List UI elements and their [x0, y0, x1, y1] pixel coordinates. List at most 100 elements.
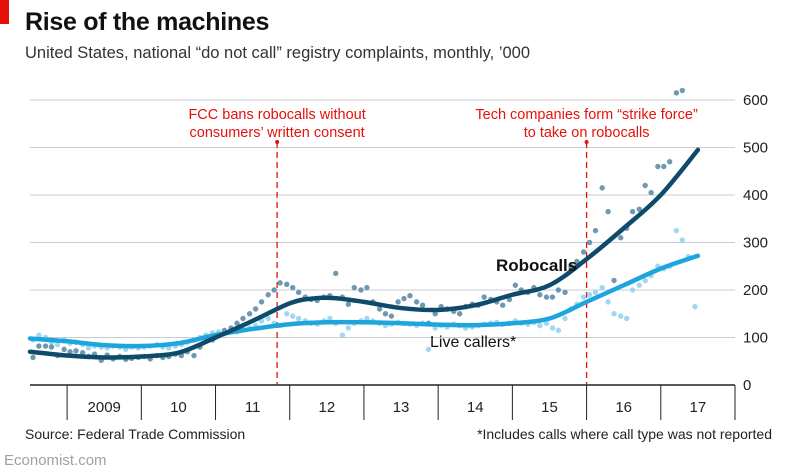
- live-callers-point: [599, 284, 605, 291]
- live-callers-point: [364, 315, 370, 322]
- robocalls-point: [679, 87, 686, 94]
- robocalls-point: [382, 311, 389, 317]
- robocalls-point: [512, 282, 519, 288]
- robocalls-point: [351, 284, 357, 291]
- live-callers-point: [673, 227, 680, 234]
- robocalls-point: [271, 287, 277, 293]
- live-callers-point: [36, 332, 42, 338]
- robocalls-point: [252, 306, 259, 312]
- robocalls-point: [648, 189, 654, 196]
- live-callers-point: [605, 299, 611, 305]
- footnote: *Includes calls where call type was not …: [477, 426, 772, 442]
- robocalls-point: [42, 343, 49, 349]
- annotation-marker: [584, 140, 589, 144]
- robocalls-point: [666, 159, 673, 165]
- live-callers-point: [54, 341, 61, 348]
- robocalls-point: [419, 302, 426, 308]
- y-tick-label: 100: [743, 330, 768, 347]
- robocalls-point: [333, 270, 339, 277]
- annotation-marker: [275, 140, 280, 144]
- x-tick-label: 2009: [88, 399, 121, 416]
- robocalls-point: [618, 235, 624, 241]
- robocalls-point: [73, 348, 79, 354]
- x-tick-label: 11: [245, 399, 261, 416]
- live-callers-trend-line: [27, 253, 701, 349]
- robocalls-point: [345, 301, 352, 307]
- robocalls-point: [543, 294, 550, 300]
- annotation-text: FCC bans robocalls without: [188, 107, 365, 123]
- x-axis: 2009 10 11 12 13 14 15 16 17: [66, 385, 736, 420]
- y-tick-label: 300: [743, 235, 768, 252]
- robocalls-point: [364, 284, 370, 291]
- series-labels: Robocalls Live callers*: [430, 256, 577, 351]
- live-callers-point: [642, 277, 648, 284]
- robocalls-point: [580, 249, 587, 255]
- robocalls-point: [258, 299, 265, 305]
- live-callers-point: [284, 311, 290, 317]
- y-tick-label: 200: [743, 282, 768, 299]
- live-callers-point: [623, 315, 630, 322]
- robocalls-point: [481, 294, 487, 300]
- robocalls-point: [642, 182, 648, 189]
- live-callers-point: [295, 315, 302, 322]
- live-callers-point: [85, 345, 92, 351]
- y-tick-label: 600: [743, 92, 768, 109]
- robocalls-point: [395, 299, 401, 305]
- live-callers-point: [265, 315, 271, 322]
- live-callers-point: [611, 311, 617, 317]
- robocalls-point: [265, 292, 271, 298]
- robocalls-point: [599, 185, 605, 191]
- economist-watermark: Economist.com: [4, 452, 107, 469]
- annotations: FCC bans robocalls without consumers’ wri…: [188, 107, 698, 385]
- x-tick-label: 17: [690, 399, 707, 416]
- y-tick-label: 400: [743, 187, 768, 204]
- live-callers-point: [339, 332, 346, 338]
- live-callers-point: [629, 287, 636, 293]
- y-tick-label: 0: [743, 377, 751, 394]
- robocalls-point: [240, 315, 246, 322]
- robocalls-point: [605, 208, 611, 215]
- x-tick-label: 15: [541, 399, 558, 416]
- trend-lines: [27, 147, 701, 360]
- x-tick-label: 14: [467, 399, 484, 416]
- x-tick-label: 10: [170, 399, 187, 416]
- robocalls-point: [661, 163, 667, 170]
- robocalls-point: [592, 227, 599, 234]
- live-callers-point: [549, 325, 556, 331]
- live-callers-point: [692, 303, 698, 310]
- live-callers-point: [636, 282, 642, 288]
- grid-lines: [30, 99, 735, 386]
- source-note: Source: Federal Trade Commission: [25, 426, 246, 442]
- live-callers-point: [592, 289, 599, 296]
- robocalls-point: [290, 284, 296, 291]
- x-tick-label: 13: [393, 399, 410, 416]
- annotation-text: consumers’ written consent: [190, 125, 365, 141]
- robocalls-point: [500, 302, 506, 308]
- live-callers-point: [543, 320, 550, 326]
- live-callers-point: [425, 346, 432, 353]
- robocalls-point: [61, 346, 67, 353]
- robocalls-point: [30, 354, 36, 361]
- robocalls-point: [586, 239, 593, 246]
- robocalls-series-label: Robocalls: [496, 256, 577, 275]
- live-callers-point: [327, 315, 333, 322]
- live-callers-series-label: Live callers*: [430, 334, 516, 351]
- annotation-text: Tech companies form “strike force”: [475, 107, 698, 123]
- x-tick-label: 12: [318, 399, 335, 416]
- live-callers-point: [580, 294, 587, 300]
- robocalls-point: [295, 289, 302, 296]
- robocalls-point: [673, 90, 680, 96]
- live-callers-point: [290, 313, 296, 319]
- annotation-text: to take on robocalls: [524, 125, 650, 141]
- robocalls-point: [407, 293, 413, 299]
- live-callers-point: [679, 237, 686, 243]
- robocalls-point: [562, 289, 568, 296]
- live-callers-point: [562, 315, 568, 322]
- robocalls-point: [537, 292, 543, 298]
- robocalls-point: [48, 344, 55, 350]
- robocalls-point: [36, 343, 42, 349]
- robocalls-point: [655, 163, 661, 170]
- y-tick-label: 500: [743, 140, 768, 157]
- robocalls-trend-line: [27, 147, 701, 360]
